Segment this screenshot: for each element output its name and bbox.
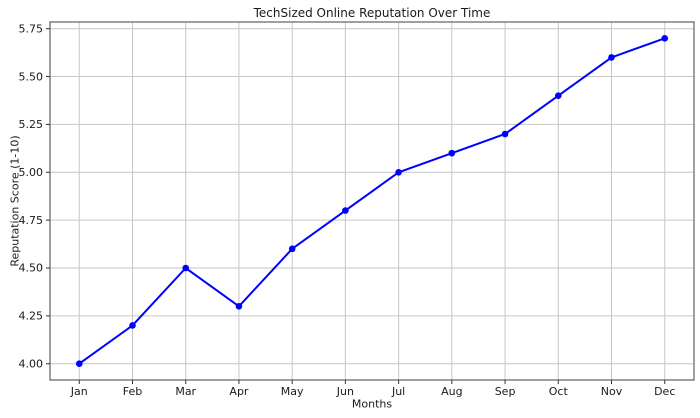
y-tick-label: 4.00 (19, 357, 44, 370)
x-tick-label: Mar (175, 385, 196, 398)
x-tick-label: Feb (123, 385, 142, 398)
x-tick-label: Oct (549, 385, 569, 398)
data-point (288, 245, 296, 253)
data-point (501, 130, 509, 138)
y-tick-label: 4.25 (19, 310, 44, 323)
x-tick-label: Apr (229, 385, 249, 398)
data-point (75, 360, 83, 368)
x-tick-label: Aug (441, 385, 462, 398)
y-tick-label: 5.75 (19, 22, 44, 35)
data-point (182, 264, 190, 272)
y-tick-label: 5.00 (19, 166, 44, 179)
x-tick-label: Jul (391, 385, 405, 398)
data-point (661, 34, 669, 42)
data-line (78, 37, 666, 365)
plot-border (49, 21, 695, 381)
y-axis-label: Reputation Score (1-10) (8, 135, 22, 267)
x-tick-label: Nov (601, 385, 623, 398)
data-point (608, 54, 615, 61)
data-point (235, 302, 243, 310)
x-tick-label: Jan (70, 385, 88, 398)
x-tick-label: Sep (495, 385, 516, 398)
data-point (554, 92, 562, 100)
data-point (342, 207, 349, 214)
data-point (448, 149, 456, 157)
data-point (395, 168, 402, 176)
y-tick-label: 5.25 (19, 118, 44, 131)
y-tick-label: 5.50 (19, 70, 44, 83)
x-tick-label: Dec (654, 385, 675, 398)
y-tick-label: 4.50 (19, 262, 44, 275)
data-point (129, 322, 136, 329)
x-tick-label: Jun (336, 385, 354, 398)
y-tick-label: 4.75 (19, 214, 44, 227)
x-tick-label: May (281, 385, 304, 398)
x-axis-label: Months (351, 397, 393, 411)
chart-title: TechSized Online Reputation Over Time (253, 6, 491, 20)
